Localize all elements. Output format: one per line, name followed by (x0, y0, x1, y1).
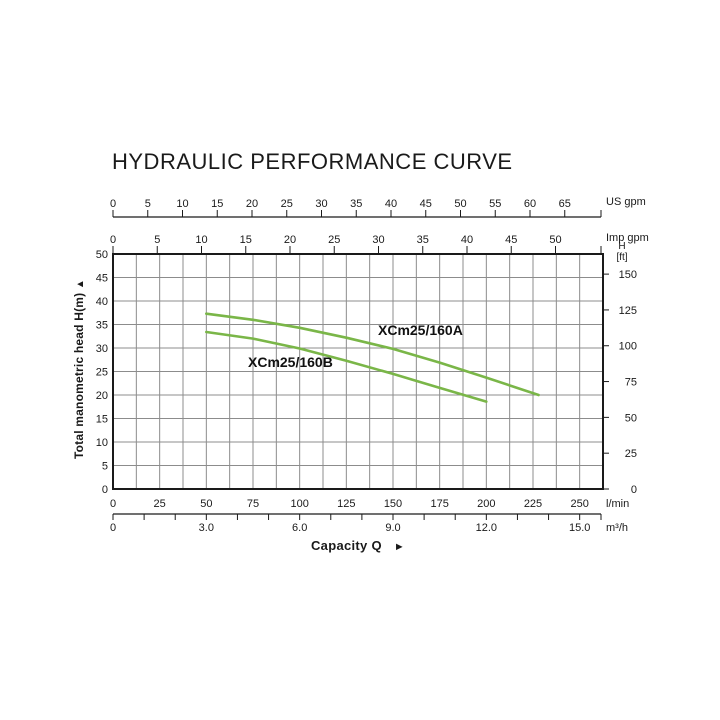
head-ft-tick-label: 125 (619, 305, 637, 317)
imp-gpm-tick-label: 5 (154, 234, 160, 246)
imp-gpm-tick-label: 15 (240, 234, 252, 246)
lmin-tick-label: 125 (337, 498, 355, 510)
imp-gpm-tick-label: 50 (549, 234, 561, 246)
head-ft-unit-line1: H (618, 241, 625, 252)
lmin-tick-label: 250 (570, 498, 588, 510)
imp-gpm-unit-label: Imp gpm (606, 232, 649, 244)
imp-gpm-tick-label: 45 (505, 234, 517, 246)
x-axis-title-text: Capacity Q (310, 538, 382, 553)
m3h-tick-label: 0 (110, 522, 116, 534)
head-m-tick-label: 25 (96, 367, 108, 379)
us-gpm-tick-label: 30 (315, 198, 327, 210)
head-m-tick-label: 35 (96, 320, 108, 332)
head-ft-tick-label: 100 (619, 341, 637, 353)
right-arrow-icon: ► (393, 541, 406, 553)
head-ft-tick-label: 0 (631, 484, 637, 496)
head-m-tick-label: 30 (96, 343, 108, 355)
chart-title: HYDRAULIC PERFORMANCE CURVE (112, 149, 513, 174)
us-gpm-tick-label: 40 (385, 198, 397, 210)
us-gpm-tick-label: 10 (176, 198, 188, 210)
lmin-tick-label: 150 (384, 498, 402, 510)
imp-gpm-tick-label: 40 (461, 234, 473, 246)
head-m-tick-label: 15 (96, 414, 108, 426)
up-arrow-icon: ▲ (75, 279, 86, 290)
y-axis-title: Total manometric head H(m) ▲ (72, 279, 86, 459)
us-gpm-tick-label: 45 (420, 198, 432, 210)
head-ft-tick-label: 150 (619, 269, 637, 281)
curve-label-xcm25-160a: XCm25/160A (378, 322, 463, 338)
lmin-tick-label: 100 (290, 498, 308, 510)
imp-gpm-tick-label: 30 (372, 234, 384, 246)
imp-gpm-tick-label: 35 (417, 234, 429, 246)
head-m-tick-label: 20 (96, 390, 108, 402)
m3h-tick-label: 6.0 (292, 522, 307, 534)
x-axis-title: Capacity Q ► (311, 538, 405, 553)
imp-gpm-tick-label: 25 (328, 234, 340, 246)
pump-curve-xcm25-160b (205, 330, 488, 403)
head-m-tick-label: 10 (96, 437, 108, 449)
head-m-tick-label: 50 (96, 249, 108, 261)
us-gpm-tick-label: 60 (524, 198, 536, 210)
y-axis-title-text: Total manometric head H(m) (72, 292, 86, 459)
head-m-tick-label: 40 (96, 296, 108, 308)
us-gpm-tick-label: 55 (489, 198, 501, 210)
lmin-tick-label: 0 (110, 498, 116, 510)
head-ft-tick-label: 50 (625, 412, 637, 424)
us-gpm-tick-label: 65 (559, 198, 571, 210)
us-gpm-unit-label: US gpm (606, 196, 646, 208)
m3h-tick-label: 12.0 (476, 522, 497, 534)
m3h-tick-label: 15.0 (569, 522, 590, 534)
imp-gpm-tick-label: 20 (284, 234, 296, 246)
us-gpm-tick-label: 5 (145, 198, 151, 210)
head-m-tick-label: 45 (96, 273, 108, 285)
plot-frame (112, 253, 604, 490)
head-ft-tick-label: 25 (625, 448, 637, 460)
head-ft-tick-label: 75 (625, 377, 637, 389)
pump-curve-xcm25-160a (205, 312, 540, 397)
us-gpm-tick-label: 50 (454, 198, 466, 210)
head-m-tick-label: 5 (102, 461, 108, 473)
lmin-unit-label: l/min (606, 498, 629, 510)
lmin-tick-label: 25 (154, 498, 166, 510)
us-gpm-tick-label: 25 (281, 198, 293, 210)
imp-gpm-tick-label: 0 (110, 234, 116, 246)
curve-label-xcm25-160b: XCm25/160B (248, 354, 333, 370)
us-gpm-tick-label: 20 (246, 198, 258, 210)
m3h-tick-label: 9.0 (385, 522, 400, 534)
head-ft-unit-line2: [ft] (616, 252, 627, 263)
lmin-tick-label: 225 (524, 498, 542, 510)
us-gpm-tick-label: 15 (211, 198, 223, 210)
m3h-unit-label: m³/h (606, 522, 628, 534)
lmin-tick-label: 200 (477, 498, 495, 510)
us-gpm-tick-label: 0 (110, 198, 116, 210)
lmin-tick-label: 175 (430, 498, 448, 510)
lmin-tick-label: 50 (200, 498, 212, 510)
us-gpm-tick-label: 35 (350, 198, 362, 210)
head-m-tick-label: 0 (102, 484, 108, 496)
imp-gpm-tick-label: 10 (195, 234, 207, 246)
lmin-tick-label: 75 (247, 498, 259, 510)
m3h-tick-label: 3.0 (199, 522, 214, 534)
